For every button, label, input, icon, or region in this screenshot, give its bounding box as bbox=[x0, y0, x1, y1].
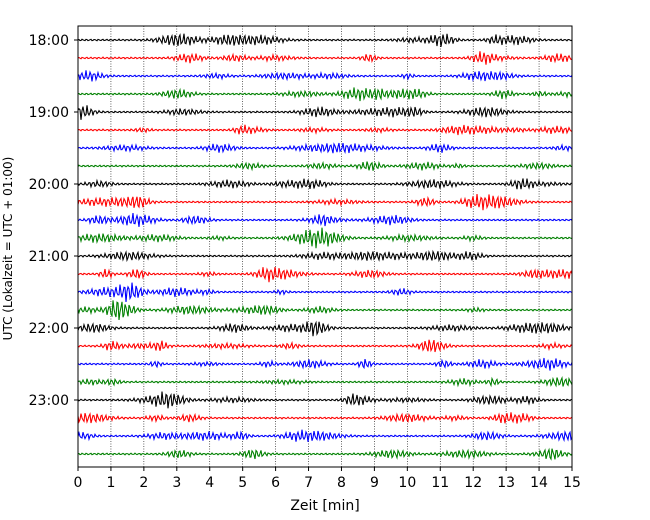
trace-line bbox=[77, 339, 573, 353]
x-tick-label: 11 bbox=[431, 475, 449, 491]
y-tick-label: 18:00 bbox=[29, 33, 69, 49]
y-axis-ticks: 18:00 19:00 20:00 21:00 22:00 23:00 bbox=[29, 33, 78, 409]
trace-line bbox=[77, 412, 573, 424]
x-tick-label: 12 bbox=[464, 475, 482, 491]
trace-line bbox=[77, 282, 573, 303]
x-tick-label: 3 bbox=[172, 475, 181, 491]
x-tick-label: 15 bbox=[563, 475, 581, 491]
x-tick-label: 0 bbox=[74, 475, 83, 491]
trace-line bbox=[77, 194, 573, 211]
x-tick-label: 5 bbox=[238, 475, 247, 491]
trace-line bbox=[77, 447, 573, 461]
x-tick-label: 10 bbox=[398, 475, 416, 491]
trace-line bbox=[77, 391, 573, 409]
trace-line bbox=[77, 142, 573, 155]
trace-line bbox=[77, 160, 573, 172]
trace-line bbox=[77, 178, 573, 190]
x-tick-label: 8 bbox=[337, 475, 346, 491]
x-tick-label: 9 bbox=[370, 475, 379, 491]
y-axis-label: UTC (Lokalzeit = UTC + 01:00) bbox=[1, 157, 15, 341]
trace-line bbox=[77, 212, 573, 227]
grid-lines bbox=[110, 26, 540, 467]
x-tick-label: 6 bbox=[271, 475, 280, 491]
x-tick-label: 14 bbox=[530, 475, 548, 491]
x-axis-label: Zeit [min] bbox=[290, 498, 359, 514]
traces bbox=[77, 33, 573, 461]
trace-line bbox=[77, 227, 573, 249]
x-axis-ticks: 0 1 2 3 4 5 6 7 8 9 10 11 12 13 14 15 bbox=[74, 467, 581, 491]
trace-line bbox=[77, 429, 573, 443]
trace-line bbox=[77, 267, 573, 283]
plot-frame bbox=[77, 25, 573, 468]
trace-line bbox=[77, 357, 573, 371]
trace-line bbox=[77, 375, 573, 388]
x-tick-label: 7 bbox=[304, 475, 313, 491]
x-tick-label: 13 bbox=[497, 475, 515, 491]
trace-line bbox=[77, 51, 573, 65]
x-tick-label: 1 bbox=[106, 475, 115, 491]
y-tick-label: 21:00 bbox=[29, 249, 69, 265]
trace-line bbox=[77, 70, 573, 82]
trace-line bbox=[77, 249, 573, 263]
trace-line bbox=[77, 124, 573, 136]
trace-line bbox=[77, 320, 573, 337]
trace-line bbox=[77, 300, 573, 321]
trace-line bbox=[77, 87, 573, 102]
y-tick-label: 23:00 bbox=[29, 393, 69, 409]
y-tick-label: 20:00 bbox=[29, 177, 69, 193]
x-tick-label: 2 bbox=[139, 475, 148, 491]
x-tick-label: 4 bbox=[205, 475, 214, 491]
y-tick-label: 19:00 bbox=[29, 105, 69, 121]
trace-line bbox=[77, 105, 573, 120]
trace-line bbox=[77, 33, 573, 47]
y-tick-label: 22:00 bbox=[29, 321, 69, 337]
